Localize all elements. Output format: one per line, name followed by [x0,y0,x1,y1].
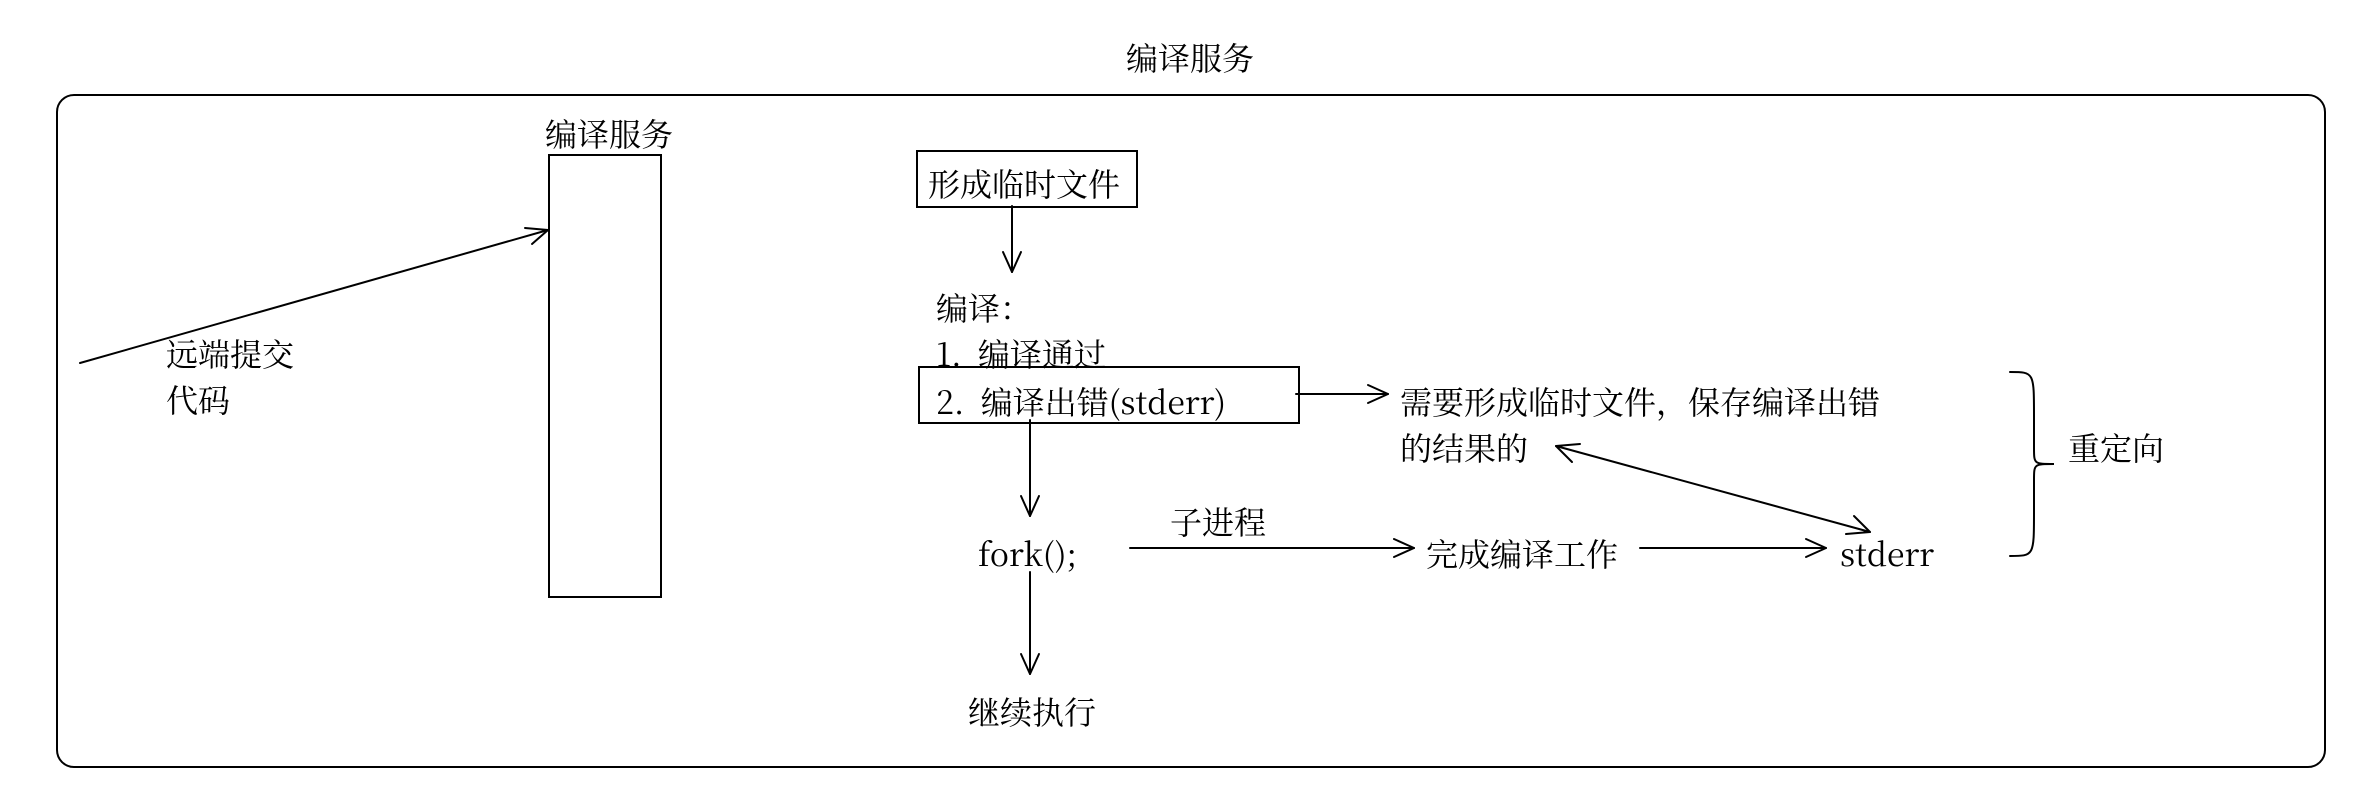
need-temp-line2: 的结果的 [1400,424,1528,470]
outer-frame [56,94,2326,768]
fork-label: fork(); [978,530,1077,576]
remote-submit-line2: 代码 [166,376,230,422]
child-proc-label: 子进程 [1170,498,1266,544]
diagram-root: 编译服务 编译服务 远端提交 代码 形成临时文件 编译： 1. 编译通过 2. … [0,0,2380,798]
redirect-label: 重定向 [2068,424,2164,470]
service-box-title: 编译服务 [545,110,673,156]
compile-err: 2. 编译出错(stderr) [936,378,1226,424]
do-compile-label: 完成编译工作 [1426,530,1618,576]
compile-header: 编译： [936,284,1032,330]
stderr-label: stderr [1840,530,1934,576]
continue-exec-label: 继续执行 [968,688,1096,734]
service-box [548,154,662,598]
tempfile-label: 形成临时文件 [928,160,1120,206]
diagram-title: 编译服务 [1126,34,1254,80]
remote-submit-line1: 远端提交 [166,330,294,376]
need-temp-line1: 需要形成临时文件，保存编译出错 [1400,378,1880,424]
